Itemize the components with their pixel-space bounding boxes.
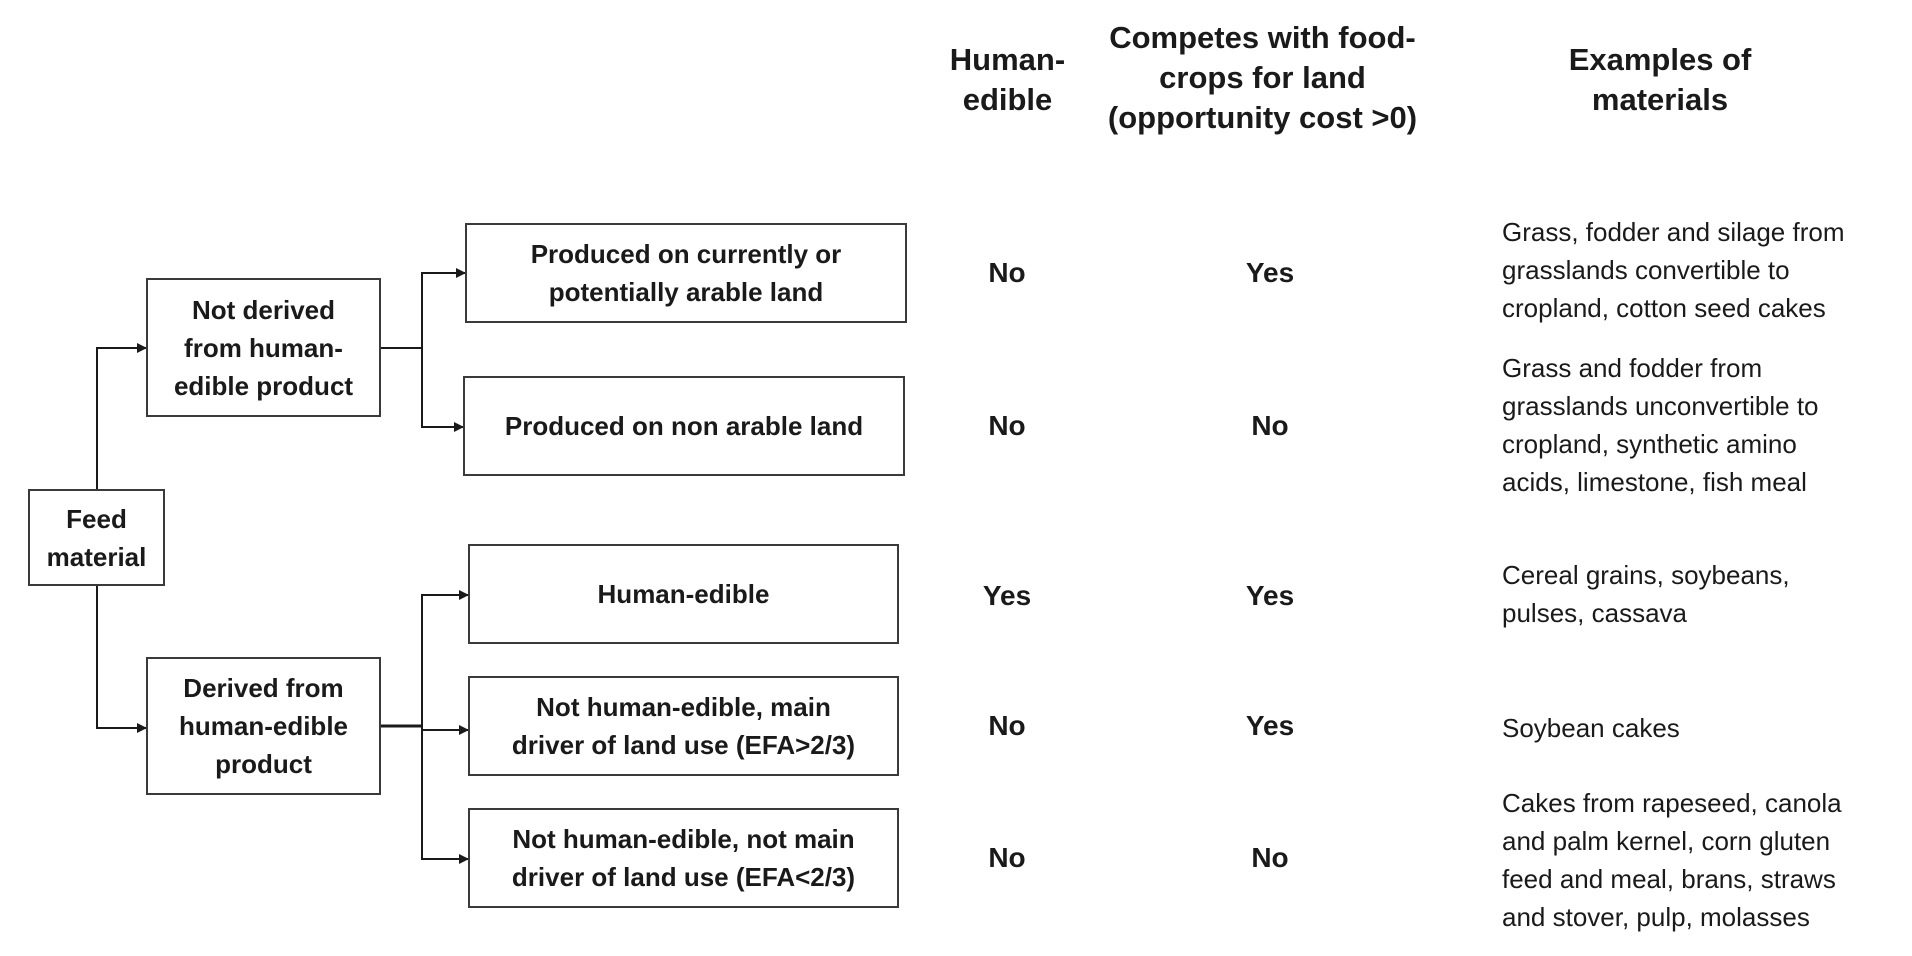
- examples-row-1: Grass, fodder and silage from grasslands…: [1502, 217, 1845, 323]
- connector-upper-2: [421, 348, 464, 432]
- answer-competes-row-2: No: [1251, 410, 1289, 441]
- answer-human-edible-row-2: No: [988, 410, 1026, 441]
- connector-lower-2: [421, 725, 469, 735]
- header-competes: Competes with food- crops for land (oppo…: [1107, 20, 1418, 135]
- examples-row-2: Grass and fodder from grasslands unconve…: [1502, 353, 1819, 497]
- examples-row-5: Cakes from rapeseed, canola and palm ker…: [1502, 788, 1842, 932]
- category-box-human-edible: Human-edible: [468, 544, 899, 644]
- answer-competes-row-5: No: [1251, 842, 1289, 873]
- connector-lower-1: [421, 590, 469, 726]
- connector-lower-3: [421, 726, 469, 864]
- header-examples: Examples of materials: [1568, 42, 1752, 117]
- answer-competes-row-4: Yes: [1245, 710, 1295, 741]
- answer-human-edible-row-4: No: [988, 710, 1026, 741]
- answer-competes-row-3: Yes: [1245, 580, 1295, 611]
- connector-upper-1: [421, 268, 466, 348]
- answer-human-edible-row-1: No: [988, 257, 1026, 288]
- connector-root-down: [96, 586, 147, 733]
- category-box-not-main-driver: Not human-edible, not main driver of lan…: [468, 808, 899, 908]
- group-box-derived: Derived from human-edible product: [146, 657, 381, 795]
- root-box: Feed material: [28, 489, 165, 586]
- category-box-arable: Produced on currently or potentially ara…: [465, 223, 907, 323]
- category-box-non-arable: Produced on non arable land: [463, 376, 905, 476]
- header-human-edible: Human- edible: [949, 42, 1066, 117]
- answer-competes-row-1: Yes: [1245, 257, 1295, 288]
- connector-root-up: [96, 343, 147, 490]
- category-box-main-driver: Not human-edible, main driver of land us…: [468, 676, 899, 776]
- answer-human-edible-row-3: Yes: [982, 580, 1032, 611]
- examples-row-3: Cereal grains, soybeans, pulses, cassava: [1502, 560, 1790, 628]
- examples-row-4: Soybean cakes: [1502, 713, 1680, 743]
- answer-human-edible-row-5: No: [988, 842, 1026, 873]
- group-box-not-derived: Not derived from human- edible product: [146, 278, 381, 417]
